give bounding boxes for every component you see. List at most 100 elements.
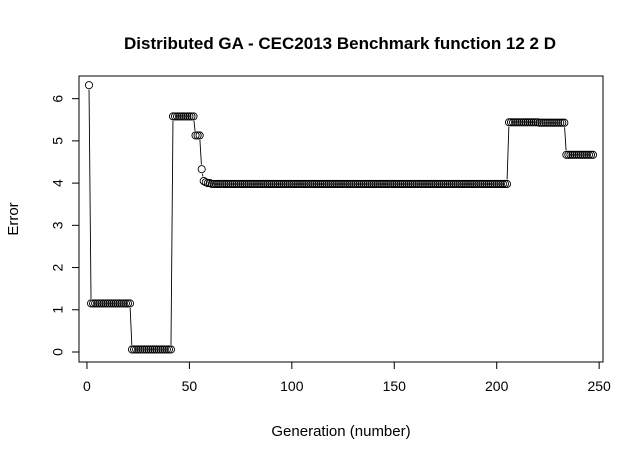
data-point [234,179,243,189]
x-tick-label: 100 [280,378,304,394]
data-point [246,179,255,189]
data-point [261,179,270,189]
data-point [86,299,96,308]
data-point [199,176,208,186]
data-point [398,179,407,189]
data-point [416,179,425,189]
data-point [369,179,378,189]
data-point [349,179,358,189]
data-point [160,345,169,354]
data-point [576,150,585,159]
data-point [435,179,444,189]
data-point [164,345,173,354]
data-point [445,179,454,189]
data-point [142,345,151,354]
data-point [168,112,178,121]
data-point [431,179,440,189]
data-point [367,179,376,189]
data-point [506,118,516,127]
data-point [513,118,522,127]
data-point [365,179,374,189]
data-point [373,179,382,189]
data-point [326,179,335,189]
data-point [318,179,327,189]
data-point [117,299,126,308]
y-axis-label: Error [5,202,22,235]
data-point [257,179,266,189]
data-point [191,131,200,140]
data-point [281,179,290,189]
data-point [125,299,135,308]
data-point [144,345,153,354]
data-point [236,179,245,189]
data-point [248,179,257,189]
data-point [150,345,159,354]
data-point [355,179,364,189]
data-point [136,345,145,354]
data-point [300,179,309,189]
data-point [295,179,305,189]
data-point [279,179,288,189]
data-point [361,179,370,189]
data-point [441,179,450,189]
data-point [412,179,421,189]
data-point [382,179,391,189]
data-point [91,299,100,308]
data-point [130,345,139,354]
data-point [584,150,593,159]
data-point [252,179,262,189]
data-point [472,179,481,189]
data-point [345,179,354,189]
data-point [394,179,403,189]
data-point [218,179,227,189]
data-point [285,179,294,189]
data-point [564,150,573,159]
data-point [138,345,147,354]
data-point [121,299,130,308]
data-point [113,299,122,308]
data-point [84,81,94,90]
data-point [289,179,298,189]
data-point [283,179,292,189]
data-point [359,179,368,189]
data-point [379,179,389,189]
data-point [175,112,184,121]
data-point [107,299,116,308]
series-line-segment [170,120,174,345]
data-point [119,299,128,308]
data-point [316,179,325,189]
data-point [187,112,196,121]
data-point [556,118,565,127]
data-point [156,345,165,354]
data-point [254,179,264,189]
data-point [152,345,161,354]
series-line-segment [506,126,510,180]
data-point [545,118,555,127]
data-point [195,131,204,140]
data-point [99,299,108,308]
data-point [338,179,348,189]
data-point [447,179,456,189]
data-point [500,179,509,189]
data-point [341,179,350,189]
data-point [402,179,411,189]
data-point [582,150,591,159]
data-point [308,179,317,189]
data-point [466,179,475,189]
data-point [531,118,540,127]
data-point [170,112,180,121]
data-point [453,179,462,189]
data-point [476,179,485,189]
data-point [111,299,120,308]
y-axis: 0 1 2 3 4 5 6 [50,95,80,356]
data-point [291,179,300,189]
data-point [269,179,278,189]
data-point [89,299,98,308]
data-point [572,150,581,159]
data-point [363,179,372,189]
data-point [146,345,155,354]
data-point [310,179,319,189]
data-point [267,179,276,189]
data-point [552,118,561,127]
data-point [400,179,409,189]
